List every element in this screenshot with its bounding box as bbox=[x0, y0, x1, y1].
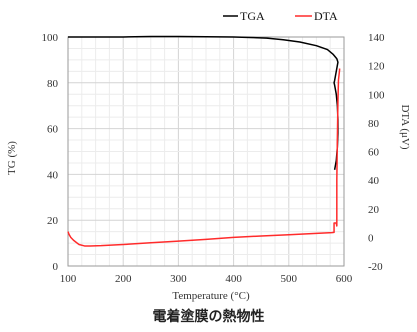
legend-dta-label: DTA bbox=[314, 9, 338, 23]
y-axis-left-label: TG (%) bbox=[6, 141, 18, 175]
x-tick-label: 500 bbox=[281, 273, 298, 285]
y-left-tick-label: 20 bbox=[47, 215, 59, 227]
grid bbox=[67, 36, 345, 267]
y-right-tick-label: 120 bbox=[368, 61, 385, 73]
legend: TGA DTA bbox=[223, 9, 338, 23]
y-left-tick-label: 0 bbox=[53, 261, 59, 273]
y-right-tick-label: 20 bbox=[368, 204, 380, 216]
y-right-tick-label: 60 bbox=[368, 147, 380, 159]
figure-caption: 電着塗膜の熱物性 bbox=[152, 309, 265, 325]
series bbox=[67, 35, 341, 247]
y-axis-right-label: DTA (μV) bbox=[399, 104, 411, 149]
x-tick-label: 400 bbox=[225, 273, 242, 285]
y-right-tick-label: 80 bbox=[368, 118, 380, 130]
y-left-tick-label: 60 bbox=[47, 124, 59, 136]
x-tick-label: 200 bbox=[115, 273, 132, 285]
y-right-tick-label: 0 bbox=[368, 232, 374, 244]
y-right-tick-label: 40 bbox=[368, 175, 380, 187]
x-tick-label: 100 bbox=[60, 273, 77, 285]
y-right-tick-label: -20 bbox=[368, 261, 383, 273]
legend-tga-label: TGA bbox=[240, 9, 265, 23]
y-right-tick-label: 140 bbox=[368, 32, 385, 44]
series-line-tga bbox=[68, 35, 339, 170]
axes: 100 200 300 400 500 600 0 20 40 60 80 100 -20 0 20 40 60… bbox=[42, 32, 386, 285]
y-right-tick-label: 100 bbox=[368, 89, 385, 101]
y-left-tick-label: 80 bbox=[47, 78, 59, 90]
thermal-analysis-chart: 100 200 300 400 500 600 0 20 40 60 80 100 -20 0 20 40 60… bbox=[6, 9, 411, 302]
x-tick-label: 300 bbox=[170, 273, 187, 285]
y-left-tick-label: 40 bbox=[47, 169, 59, 181]
x-axis-label: Temperature (°C) bbox=[172, 290, 250, 302]
series-line-dta bbox=[67, 68, 341, 247]
x-tick-label: 600 bbox=[336, 273, 353, 285]
y-left-tick-label: 100 bbox=[42, 32, 59, 44]
